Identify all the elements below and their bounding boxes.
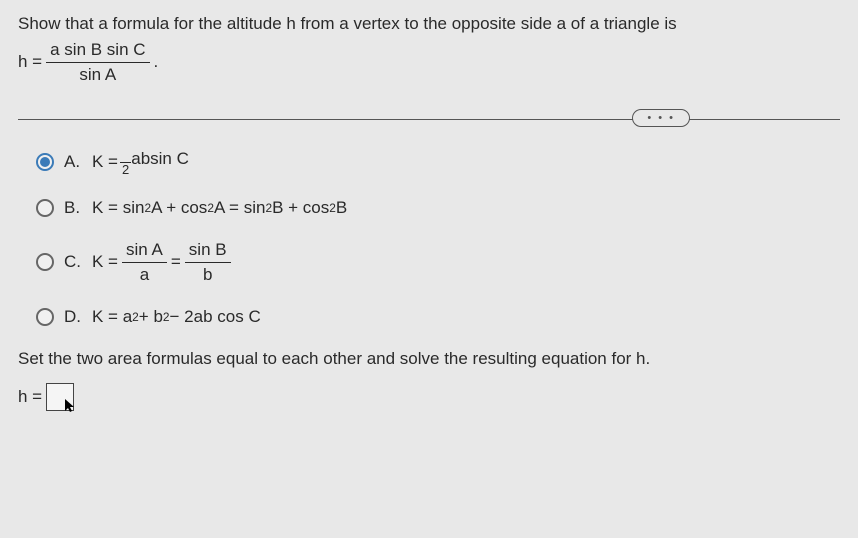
frac-c2: sin B b bbox=[185, 240, 231, 285]
opt-d-p0: K = a bbox=[92, 307, 132, 327]
option-c[interactable]: C. K = sin A a = sin B b bbox=[36, 240, 840, 285]
option-a-label: A. bbox=[64, 152, 84, 172]
option-a[interactable]: A. K = 1 2 absin C bbox=[36, 149, 840, 176]
opt-b-e3: 2 bbox=[329, 201, 336, 215]
horizontal-rule bbox=[18, 119, 840, 120]
frac-den: 2 bbox=[120, 162, 131, 176]
formula-fraction: a sin B sin C sin A bbox=[46, 40, 149, 85]
ellipsis-button[interactable]: • • • bbox=[632, 109, 690, 127]
frac-c1: sin A a bbox=[122, 240, 167, 285]
formula-numerator: a sin B sin C bbox=[46, 40, 149, 63]
option-d-formula: K = a2 + b2 − 2ab cos C bbox=[92, 307, 261, 327]
radio-b[interactable] bbox=[36, 199, 54, 217]
option-a-formula: K = 1 2 absin C bbox=[92, 149, 189, 176]
frac-c2-den: b bbox=[199, 263, 216, 285]
option-d-label: D. bbox=[64, 307, 84, 327]
option-b[interactable]: B. K = sin2A + cos2A = sin2B + cos2B bbox=[36, 198, 840, 218]
question-formula: h = a sin B sin C sin A . bbox=[18, 40, 840, 85]
radio-a[interactable] bbox=[36, 153, 54, 171]
formula-denominator: sin A bbox=[75, 63, 120, 85]
opt-b-p1: A + cos bbox=[151, 198, 207, 218]
opt-b-p3: B + cos bbox=[272, 198, 329, 218]
option-a-prefix: K = bbox=[92, 152, 118, 172]
question-text: Show that a formula for the altitude h f… bbox=[18, 12, 840, 36]
option-d[interactable]: D. K = a2 + b2 − 2ab cos C bbox=[36, 307, 840, 327]
opt-b-e1: 2 bbox=[207, 201, 214, 215]
formula-period: . bbox=[154, 52, 159, 72]
opt-d-e0: 2 bbox=[132, 310, 139, 324]
frac-c1-num: sin A bbox=[122, 240, 167, 263]
answer-prefix: h = bbox=[18, 387, 42, 407]
radio-d[interactable] bbox=[36, 308, 54, 326]
divider-row: • • • bbox=[18, 109, 840, 129]
radio-c[interactable] bbox=[36, 253, 54, 271]
instruction-text: Set the two area formulas equal to each … bbox=[18, 349, 840, 369]
frac-c1-den: a bbox=[136, 263, 153, 285]
opt-b-e0: 2 bbox=[144, 201, 151, 215]
option-a-suffix: absin C bbox=[131, 149, 189, 169]
opt-b-p4: B bbox=[336, 198, 347, 218]
opt-d-p2: − 2ab cos C bbox=[170, 307, 261, 327]
opt-b-p0: K = sin bbox=[92, 198, 144, 218]
option-b-label: B. bbox=[64, 198, 84, 218]
option-c-eq: = bbox=[171, 252, 181, 272]
options-group: A. K = 1 2 absin C B. K = sin2A + cos2A … bbox=[36, 149, 840, 327]
opt-d-p1: + b bbox=[139, 307, 163, 327]
formula-lhs: h = bbox=[18, 52, 42, 72]
opt-b-p2: A = sin bbox=[214, 198, 266, 218]
option-b-formula: K = sin2A + cos2A = sin2B + cos2B bbox=[92, 198, 347, 218]
half-fraction: 1 2 bbox=[120, 149, 131, 176]
frac-c2-num: sin B bbox=[185, 240, 231, 263]
opt-b-e2: 2 bbox=[265, 201, 272, 215]
option-c-formula: K = sin A a = sin B b bbox=[92, 240, 235, 285]
answer-input[interactable] bbox=[46, 383, 74, 411]
answer-row: h = bbox=[18, 383, 840, 411]
option-c-label: C. bbox=[64, 252, 84, 272]
opt-d-e1: 2 bbox=[163, 310, 170, 324]
option-c-prefix: K = bbox=[92, 252, 118, 272]
cursor-icon bbox=[65, 399, 77, 416]
